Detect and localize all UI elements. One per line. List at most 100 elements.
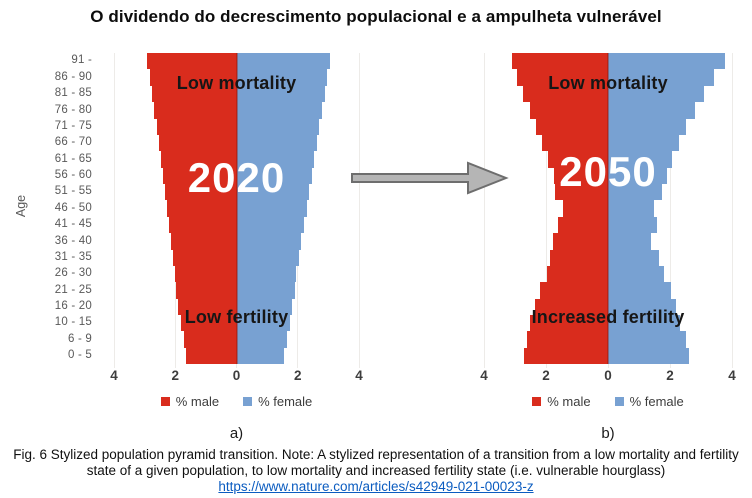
page-title: O dividendo do decrescimento populaciona…	[90, 7, 662, 26]
female-bar	[608, 298, 677, 315]
male-bar	[167, 200, 237, 217]
legend-female-label: % female	[629, 394, 684, 409]
male-bar	[516, 69, 608, 86]
x-tick-label: 4	[110, 368, 118, 383]
female-bar	[236, 134, 318, 152]
age-tick-label: 26 - 30	[54, 267, 92, 280]
female-bar	[236, 118, 320, 135]
x-tick-label: 2	[542, 368, 550, 383]
pyramid-row	[114, 118, 359, 135]
pyramid-rows	[484, 53, 732, 365]
female-bar	[608, 167, 667, 184]
pyramid-row	[114, 282, 359, 299]
figure-caption: Fig. 6 Stylized population pyramid trans…	[13, 447, 739, 478]
male-bar	[511, 53, 608, 70]
female-bar	[608, 53, 725, 70]
gridline	[358, 53, 360, 368]
pyramid-row	[114, 216, 359, 234]
pyramid-row	[114, 102, 359, 119]
female-color-swatch-icon	[614, 397, 624, 406]
male-bar	[176, 282, 237, 299]
pyramid-row	[484, 118, 732, 135]
male-bar	[548, 151, 608, 168]
male-bar	[534, 298, 608, 315]
x-tick-label: 2	[293, 368, 302, 383]
female-bar	[608, 315, 681, 332]
y-axis-tick-labels: 91 - 86 - 90 81 - 85 76 - 80 71 - 75 66 - 70 6…	[28, 53, 92, 364]
male-color-swatch-icon	[532, 397, 542, 406]
x-tick-label: 4	[728, 368, 736, 383]
female-bar	[608, 347, 689, 365]
pyramid-row	[484, 134, 732, 152]
pyramid-row	[484, 298, 732, 315]
pyramid-row	[484, 315, 732, 332]
male-bar	[529, 315, 608, 332]
age-tick-label: 21 - 25	[54, 283, 92, 296]
legend-item-male: % male	[160, 394, 219, 409]
female-bar	[236, 249, 299, 266]
female-bar	[608, 265, 664, 283]
pyramid-row	[114, 331, 359, 348]
gridline	[669, 53, 671, 368]
male-bar	[563, 200, 608, 217]
x-axis-tick-labels: 4 2 0 2 4	[110, 368, 363, 384]
male-bar	[156, 118, 237, 135]
top-annotation: Low mortality	[176, 73, 297, 93]
female-bar	[236, 53, 330, 70]
male-bar	[546, 265, 608, 283]
male-bar	[163, 167, 237, 184]
pyramid-chart-2020: Low mortality 2020 Low fertility 4 2 0 2 4 %…	[110, 53, 363, 442]
legend: % male % female	[114, 394, 359, 409]
female-bar	[236, 347, 284, 365]
female-bar	[608, 200, 654, 217]
center-axis-line	[235, 53, 238, 364]
age-tick-label: 81 - 85	[54, 87, 92, 100]
age-tick-label: 76 - 80	[54, 103, 92, 116]
legend: % male % female	[484, 394, 732, 409]
pyramid-row	[114, 347, 359, 365]
female-bar	[236, 233, 302, 250]
male-bar	[183, 331, 237, 348]
male-bar	[174, 265, 237, 283]
age-tick-label: 6 - 9	[67, 332, 92, 345]
pyramid-row	[484, 53, 732, 70]
female-bar	[236, 85, 325, 103]
legend-item-female: % female	[243, 394, 312, 409]
x-tick-label: 0	[232, 368, 241, 383]
source-link[interactable]: https://www.nature.com/articles/s42949-0…	[218, 479, 534, 494]
female-bar	[608, 102, 695, 119]
male-color-swatch-icon	[160, 397, 170, 406]
pyramid-row	[484, 102, 732, 119]
x-tick-label: 2	[171, 368, 180, 383]
female-bar	[608, 118, 687, 135]
male-bar	[173, 249, 237, 266]
x-tick-label: 0	[604, 368, 612, 383]
legend-male-label: % male	[547, 394, 591, 409]
female-bar	[608, 249, 659, 266]
age-tick-label: 61 - 65	[54, 152, 92, 165]
x-tick-label: 2	[666, 368, 674, 383]
pyramid-row	[114, 85, 359, 103]
female-bar	[608, 134, 680, 152]
female-bar	[236, 151, 315, 168]
male-bar	[558, 216, 608, 234]
legend-item-male: % male	[532, 394, 591, 409]
x-axis-tick-labels: 4 2 0 2 4	[480, 368, 736, 384]
pyramid-row	[484, 167, 732, 184]
pyramid-row	[484, 85, 732, 103]
male-bar	[541, 134, 608, 152]
age-tick-label: 56 - 60	[54, 169, 92, 182]
panel-label-a: a)	[229, 425, 244, 442]
male-bar	[149, 69, 237, 86]
pyramid-row	[114, 134, 359, 152]
pyramid-row	[484, 69, 732, 86]
male-bar	[553, 233, 608, 250]
female-bar	[608, 282, 671, 299]
age-tick-label: 41 - 45	[54, 218, 92, 231]
male-bar	[526, 331, 608, 348]
age-tick-label: 86 - 90	[54, 70, 92, 83]
female-bar	[236, 184, 310, 201]
male-bar	[159, 134, 237, 152]
female-bar	[236, 265, 297, 283]
male-bar	[180, 315, 237, 332]
